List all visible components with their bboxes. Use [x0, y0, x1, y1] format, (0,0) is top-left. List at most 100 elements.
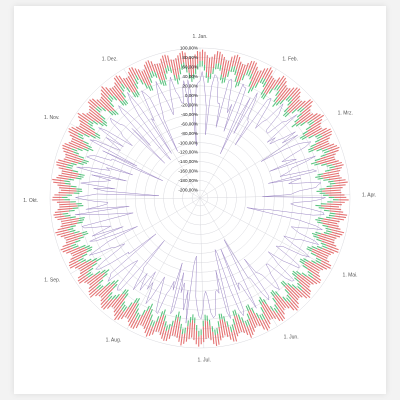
month-label: 1. Mrz.	[338, 110, 353, 116]
red-band-mark	[320, 172, 340, 177]
red-band-mark	[291, 286, 303, 298]
green-band-mark	[124, 293, 129, 299]
red-band-mark	[301, 99, 311, 108]
green-band-mark	[297, 106, 303, 112]
red-band-mark	[165, 329, 170, 342]
green-band-mark	[97, 106, 102, 111]
red-band-mark	[206, 321, 209, 338]
green-band-mark	[83, 140, 89, 145]
red-band-mark	[70, 251, 87, 260]
green-band-mark	[328, 180, 334, 183]
red-band-mark	[239, 319, 245, 334]
green-band-mark	[217, 63, 220, 69]
red-band-mark	[329, 233, 341, 238]
red-band-mark	[295, 112, 311, 124]
green-band-mark	[311, 232, 318, 236]
green-band-mark	[112, 283, 118, 289]
green-band-mark	[165, 67, 168, 74]
red-band-mark	[219, 319, 224, 338]
green-band-mark	[163, 309, 166, 316]
green-band-mark	[67, 228, 74, 231]
green-band-mark	[308, 147, 314, 151]
red-band-mark	[163, 330, 167, 341]
purple-series-line	[74, 71, 326, 324]
red-band-mark	[218, 51, 221, 64]
red-band-mark	[143, 314, 151, 330]
green-band-mark	[77, 132, 84, 137]
red-band-mark	[262, 301, 274, 319]
green-band-mark	[237, 80, 241, 87]
red-band-mark	[319, 158, 336, 165]
red-band-mark	[168, 326, 173, 340]
red-band-mark	[66, 234, 83, 241]
green-band-mark	[65, 182, 71, 185]
red-band-mark	[63, 150, 79, 157]
green-band-mark	[315, 133, 321, 138]
green-band-mark	[152, 321, 156, 327]
green-band-mark	[144, 82, 148, 89]
red-band-mark	[275, 302, 285, 315]
red-band-mark	[307, 268, 321, 278]
green-band-mark	[112, 95, 118, 101]
red-band-mark	[278, 295, 290, 309]
red-band-mark	[253, 70, 262, 87]
green-band-mark	[325, 227, 332, 231]
red-band-mark	[70, 247, 85, 255]
red-band-mark	[325, 149, 339, 156]
green-band-mark	[78, 257, 84, 262]
month-label: 1. Nov.	[44, 115, 59, 121]
green-band-mark	[262, 299, 267, 305]
green-band-mark	[146, 305, 150, 312]
red-band-mark	[318, 237, 335, 244]
red-band-mark	[106, 298, 117, 309]
green-band-mark	[160, 311, 164, 317]
grid-layer	[49, 47, 351, 349]
green-band-mark	[111, 110, 117, 116]
red-band-mark	[320, 220, 338, 225]
red-band-mark	[160, 58, 166, 75]
green-band-mark	[78, 135, 84, 140]
red-band-mark	[284, 285, 299, 301]
green-band-mark	[323, 231, 330, 235]
red-band-mark	[277, 312, 284, 322]
green-band-mark	[259, 77, 264, 84]
red-band-mark	[300, 113, 314, 124]
green-band-mark	[178, 74, 181, 81]
red-band-mark	[58, 191, 74, 194]
green-band-mark	[296, 270, 302, 276]
red-band-mark	[170, 59, 175, 76]
red-band-mark	[64, 232, 82, 239]
green-band-mark	[70, 216, 76, 219]
red-band-mark	[71, 138, 87, 146]
green-band-mark	[91, 257, 98, 262]
red-band-mark	[78, 276, 89, 284]
red-band-mark	[317, 234, 335, 241]
red-band-mark	[88, 111, 103, 124]
red-band-mark	[288, 100, 303, 114]
green-band-mark	[147, 85, 152, 92]
green-band-mark	[282, 280, 287, 286]
green-band-mark	[273, 307, 278, 314]
green-band-mark	[135, 74, 139, 81]
green-band-mark	[77, 148, 83, 152]
red-band-mark	[236, 61, 242, 77]
red-band-mark	[174, 317, 179, 337]
green-band-mark	[221, 77, 224, 84]
green-band-mark	[135, 90, 140, 96]
red-band-mark	[248, 60, 253, 70]
red-band-mark	[264, 67, 272, 80]
green-band-mark	[89, 126, 96, 131]
red-band-mark	[171, 320, 177, 336]
red-band-mark	[69, 261, 82, 269]
red-band-mark	[221, 319, 226, 336]
green-band-mark	[216, 327, 219, 334]
green-band-mark	[109, 102, 115, 108]
red-band-mark	[249, 309, 258, 326]
green-band-mark	[250, 85, 255, 92]
red-band-mark	[329, 146, 340, 152]
red-band-mark	[286, 284, 300, 299]
month-label: 1. Mai.	[343, 273, 358, 279]
green-band-mark	[77, 162, 84, 166]
red-band-mark	[164, 54, 168, 66]
red-band-mark	[304, 125, 321, 136]
